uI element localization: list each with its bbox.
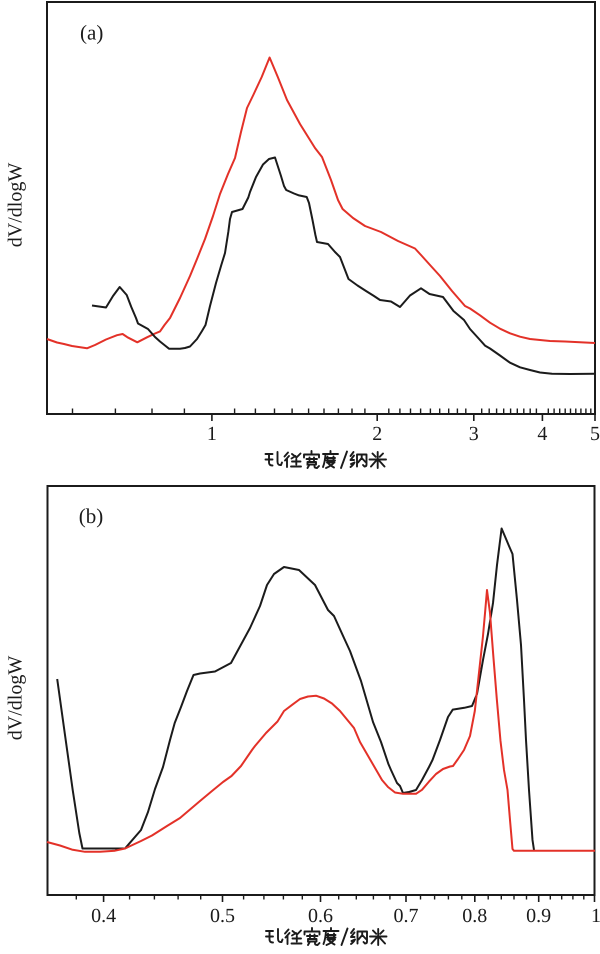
svg-text:5: 5: [590, 423, 600, 445]
svg-text:0.8: 0.8: [462, 905, 487, 927]
svg-text:0.7: 0.7: [393, 905, 418, 927]
svg-text:(a): (a): [80, 20, 103, 44]
svg-text:dV/dlogW: dV/dlogW: [4, 656, 26, 741]
svg-text:2: 2: [372, 423, 382, 445]
svg-text:4: 4: [537, 423, 547, 445]
svg-text:(b): (b): [79, 504, 104, 528]
svg-text:1: 1: [207, 423, 217, 445]
svg-text:0.4: 0.4: [91, 905, 116, 927]
svg-text:0.9: 0.9: [526, 905, 551, 927]
svg-text:3: 3: [469, 423, 479, 445]
svg-text:1: 1: [591, 905, 600, 927]
svg-text:0.6: 0.6: [308, 905, 333, 927]
svg-text:dV/dlogW: dV/dlogW: [5, 163, 27, 248]
svg-text:0.5: 0.5: [210, 905, 235, 927]
